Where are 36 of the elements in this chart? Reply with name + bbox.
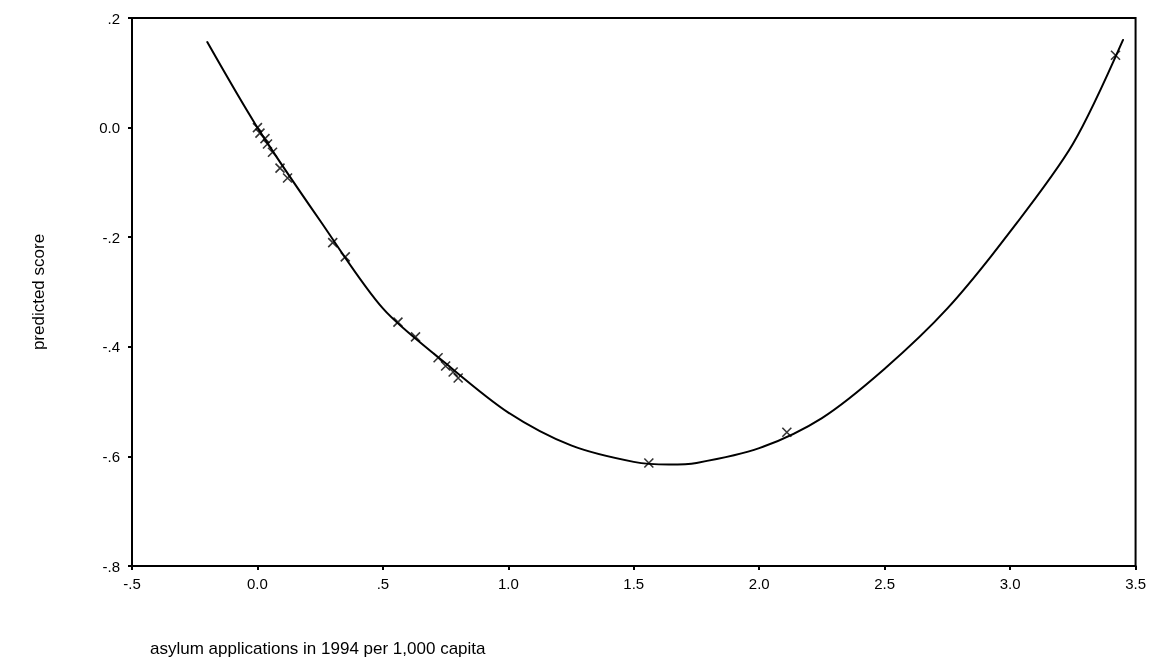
x-tick-label: -.5 — [123, 575, 141, 592]
point — [267, 146, 278, 158]
point — [282, 172, 293, 184]
y-tick-label: .2 — [107, 9, 120, 27]
x-axis-title: asylum applications in 1994 per 1,000 capita — [150, 639, 487, 658]
point — [392, 316, 404, 328]
point — [447, 366, 459, 378]
point — [440, 360, 451, 372]
x-tick-label: .5 — [376, 575, 390, 592]
point — [432, 352, 444, 364]
y-tick-label: -.4 — [102, 338, 120, 356]
point — [327, 237, 339, 248]
point — [252, 122, 263, 133]
y-tick-label: 0.0 — [99, 119, 120, 137]
point — [262, 138, 273, 150]
y-tick-label: -.6 — [102, 447, 120, 465]
y-tick-label: -.2 — [102, 228, 120, 246]
point — [1110, 49, 1121, 61]
y-axis-title: predicted score — [29, 233, 48, 351]
y-tick-label: -.8 — [102, 557, 120, 575]
x-tick-label: 3.0 — [999, 575, 1021, 592]
point — [452, 372, 464, 384]
line-series — [206, 38, 1125, 466]
x-tick-label: 3.5 — [1125, 575, 1146, 592]
x-tick-label: 2.5 — [874, 575, 896, 592]
point — [410, 331, 421, 343]
x-tick-label: 0.0 — [247, 575, 268, 592]
point — [643, 457, 655, 469]
point — [339, 251, 351, 263]
point — [781, 426, 793, 438]
point — [254, 127, 266, 139]
point — [274, 162, 286, 174]
x-tick-label: 1.0 — [497, 575, 519, 592]
x-tick-label: 1.5 — [623, 575, 645, 592]
x-tick-label: 2.0 — [748, 575, 770, 592]
point — [259, 133, 271, 144]
